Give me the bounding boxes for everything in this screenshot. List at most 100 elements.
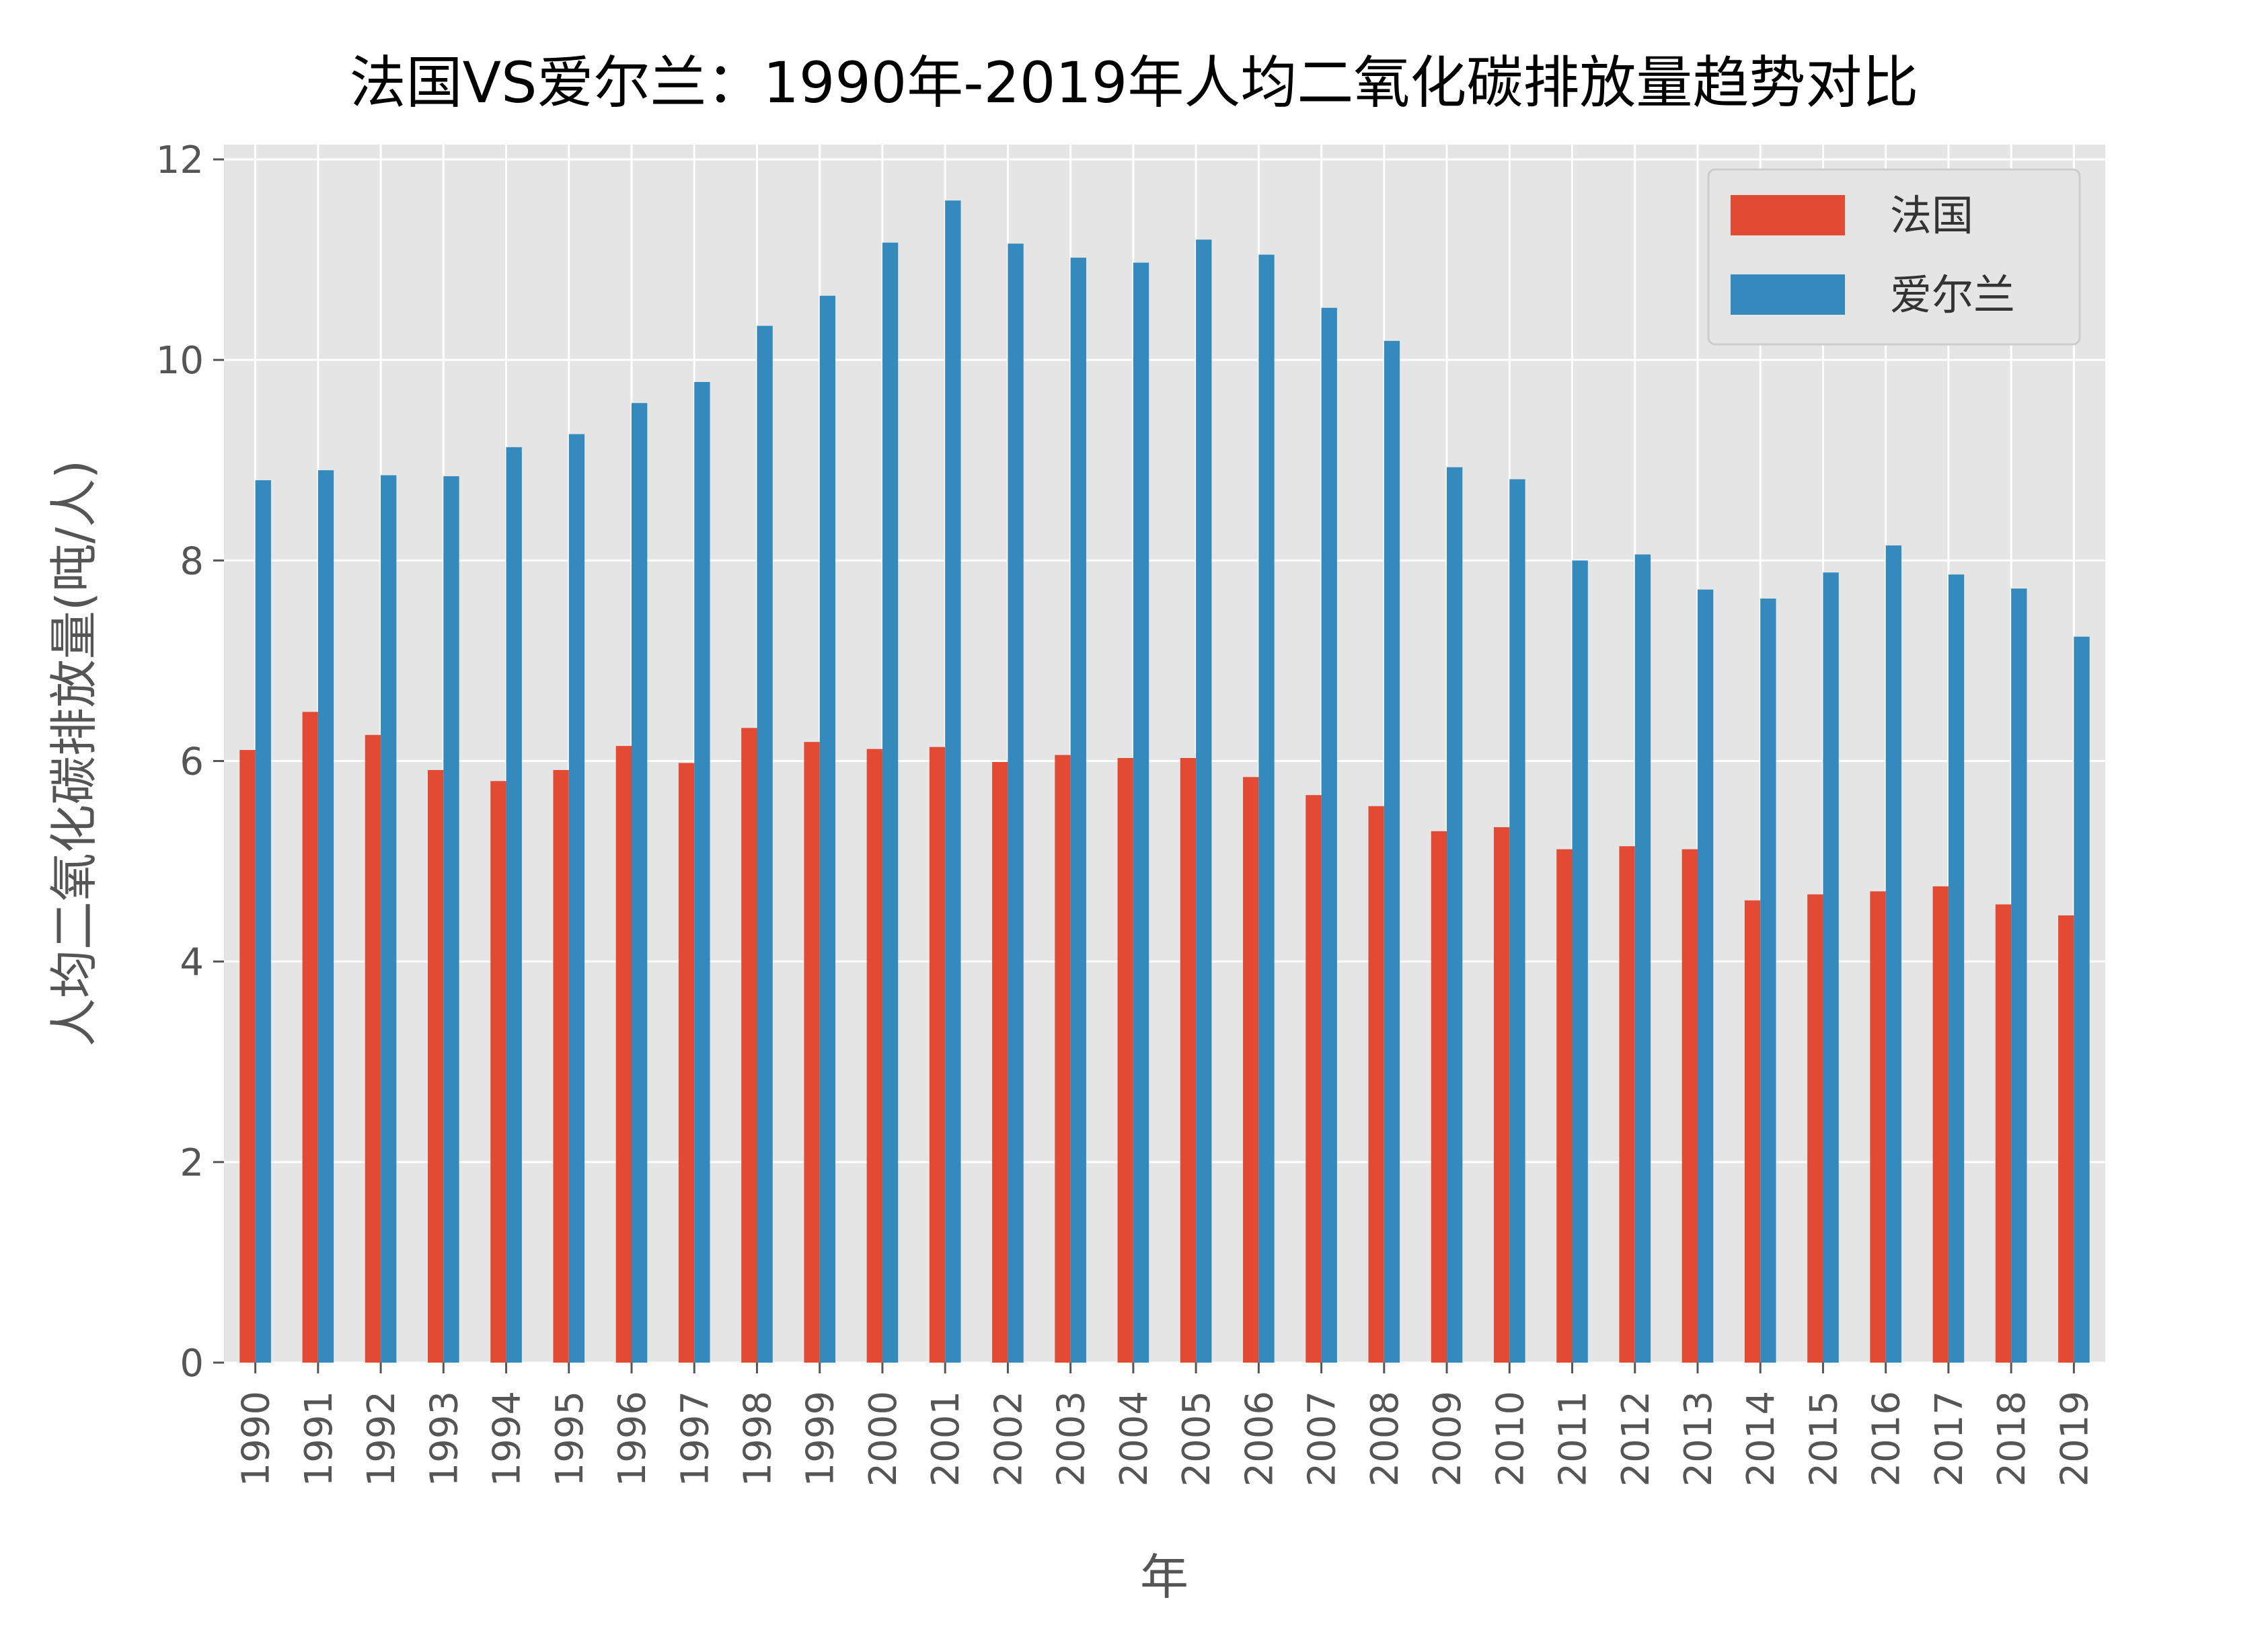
bar-france-1995 — [553, 769, 569, 1363]
x-tick-label: 2018 — [1990, 1391, 2034, 1487]
x-tick-label: 2005 — [1175, 1391, 1219, 1487]
x-tick-label: 2013 — [1677, 1391, 1721, 1487]
bar-france-2002 — [992, 761, 1008, 1363]
x-tick-label: 2008 — [1363, 1391, 1407, 1487]
x-tick-label: 2011 — [1552, 1391, 1595, 1487]
bar-ireland-2011 — [1572, 560, 1588, 1363]
bar-ireland-2009 — [1447, 467, 1463, 1363]
bar-france-2005 — [1180, 758, 1197, 1363]
x-tick-label: 1993 — [422, 1391, 466, 1487]
y-tick-label: 2 — [180, 1141, 204, 1185]
bar-france-2017 — [1932, 886, 1949, 1363]
x-tick-label: 2004 — [1112, 1391, 1156, 1487]
bar-ireland-2000 — [882, 242, 899, 1363]
bar-ireland-2014 — [1760, 598, 1776, 1363]
bar-ireland-1996 — [632, 403, 648, 1363]
y-tick-label: 0 — [180, 1342, 204, 1385]
x-tick-label: 1998 — [736, 1391, 780, 1487]
bar-ireland-2017 — [1948, 574, 1965, 1363]
x-tick-label: 1992 — [360, 1391, 404, 1487]
x-tick-label: 2019 — [2053, 1391, 2096, 1487]
bar-ireland-2003 — [1070, 258, 1086, 1363]
bar-france-2016 — [1870, 891, 1886, 1363]
bar-france-1991 — [302, 712, 318, 1363]
bar-ireland-2007 — [1321, 307, 1337, 1363]
x-tick-label: 2014 — [1739, 1391, 1783, 1487]
bar-ireland-2010 — [1509, 479, 1525, 1363]
x-tick-label: 2001 — [924, 1391, 968, 1487]
bar-ireland-2006 — [1258, 254, 1275, 1363]
y-tick-label: 12 — [156, 139, 204, 182]
bar-france-2013 — [1681, 849, 1698, 1363]
bar-france-2014 — [1744, 900, 1761, 1363]
x-axis: 1990 1991 1992 1993 1994 1995 1996 1997 1998 1999… — [235, 1363, 2096, 1487]
bar-ireland-1998 — [757, 326, 773, 1363]
bar-france-1992 — [365, 734, 381, 1363]
bar-france-2000 — [866, 749, 882, 1363]
bar-ireland-1997 — [694, 381, 710, 1363]
y-tick-label: 8 — [180, 539, 204, 583]
y-tick-label: 6 — [180, 740, 204, 784]
bar-ireland-1994 — [506, 447, 522, 1363]
x-tick-label: 2003 — [1050, 1391, 1094, 1487]
x-tick-label: 2016 — [1865, 1391, 1909, 1487]
bar-france-2008 — [1368, 806, 1384, 1363]
y-tick-label: 10 — [156, 339, 204, 383]
x-tick-label: 2006 — [1238, 1391, 1281, 1487]
bar-ireland-2004 — [1133, 262, 1149, 1363]
x-tick-label: 1999 — [799, 1391, 843, 1487]
bar-france-1996 — [615, 746, 632, 1363]
bar-france-1998 — [741, 728, 757, 1363]
bar-france-2006 — [1243, 777, 1259, 1363]
bar-france-1994 — [490, 781, 506, 1363]
bar-france-2019 — [2058, 915, 2074, 1363]
x-tick-label: 1991 — [297, 1391, 341, 1487]
x-tick-label: 2015 — [1802, 1391, 1846, 1487]
bar-france-2003 — [1055, 755, 1071, 1363]
legend-swatch-ireland — [1731, 274, 1845, 315]
legend-label-france: 法国 — [1890, 191, 1973, 240]
chart-title: 法国VS爱尔兰：1990年-2019年人均二氧化碳排放量趋势对比 — [350, 50, 1919, 116]
y-axis-label: 人均二氧化碳排放量(吨/人) — [46, 460, 102, 1047]
x-tick-label: 2012 — [1614, 1391, 1658, 1487]
bar-france-1993 — [428, 769, 444, 1363]
bar-france-2004 — [1117, 758, 1133, 1363]
bar-ireland-2002 — [1008, 243, 1024, 1363]
bar-france-2012 — [1619, 846, 1635, 1363]
bar-ireland-1992 — [381, 475, 397, 1363]
bars — [239, 200, 2090, 1363]
legend-swatch-france — [1731, 195, 1845, 235]
bar-ireland-1990 — [255, 480, 271, 1363]
bar-france-2009 — [1431, 831, 1447, 1363]
bar-france-1997 — [678, 763, 695, 1363]
bar-ireland-2016 — [1885, 545, 1901, 1363]
x-tick-label: 2002 — [987, 1391, 1030, 1487]
y-axis: 0 2 4 6 8 10 12 — [156, 139, 224, 1385]
bar-france-2007 — [1306, 795, 1322, 1363]
x-tick-label: 1997 — [673, 1391, 717, 1487]
bar-ireland-2012 — [1634, 554, 1651, 1363]
bar-ireland-1993 — [443, 476, 459, 1363]
bar-ireland-1995 — [568, 434, 585, 1363]
bar-france-1999 — [804, 742, 820, 1363]
x-tick-label: 2007 — [1301, 1391, 1345, 1487]
bar-ireland-2005 — [1196, 239, 1212, 1363]
plot-area — [224, 145, 2105, 1363]
x-tick-label: 2017 — [1928, 1391, 1971, 1487]
bar-ireland-2013 — [1697, 589, 1714, 1363]
bar-france-2011 — [1556, 849, 1573, 1363]
bar-ireland-1999 — [819, 295, 836, 1363]
x-tick-label: 1990 — [235, 1391, 278, 1487]
bar-france-2015 — [1807, 894, 1823, 1363]
x-tick-label: 2000 — [862, 1391, 905, 1487]
x-tick-label: 2010 — [1488, 1391, 1532, 1487]
legend: 法国 爱尔兰 — [1707, 168, 2081, 346]
bar-france-1990 — [239, 750, 256, 1363]
legend-label-ireland: 爱尔兰 — [1890, 270, 2015, 319]
bar-ireland-2008 — [1384, 340, 1400, 1363]
x-tick-label: 1996 — [611, 1391, 654, 1487]
x-axis-label: 年 — [1140, 1549, 1188, 1605]
bar-france-2010 — [1493, 827, 1510, 1363]
bar-ireland-2001 — [945, 200, 961, 1363]
